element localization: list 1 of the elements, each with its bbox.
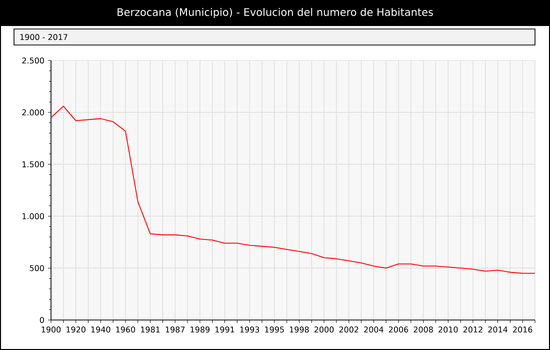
chart-title: Berzocana (Municipio) - Evolucion del numero de Habitantes: [118, 8, 433, 18]
